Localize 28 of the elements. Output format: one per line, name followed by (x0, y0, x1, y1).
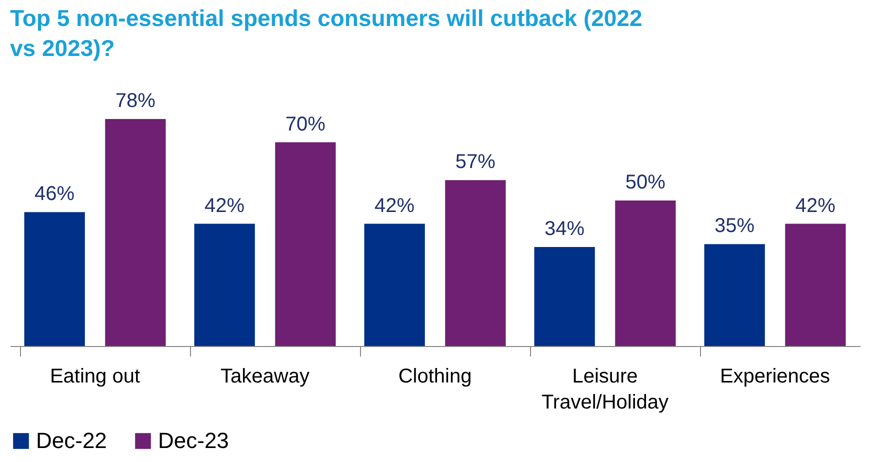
bar (704, 244, 765, 346)
x-tick-label: Eating out (50, 366, 140, 388)
legend-label: Dec-22 (36, 428, 107, 453)
x-tick-label: Experiences (720, 366, 830, 388)
data-label: 70% (285, 113, 326, 136)
bar (24, 212, 85, 346)
bar (785, 224, 846, 346)
data-label: 42% (795, 194, 836, 217)
x-tick-label: Leisure Travel/Holiday (541, 366, 669, 414)
bar (615, 200, 676, 346)
bar (275, 142, 336, 346)
data-label: 35% (714, 215, 755, 238)
data-label: 34% (544, 218, 585, 240)
chart-title: Top 5 non-essential spends consumers will cutback (2022 vs 2023)? (10, 5, 642, 61)
data-label: 78% (115, 90, 156, 112)
x-tick-label: Clothing (398, 366, 472, 388)
data-label: 42% (374, 194, 415, 217)
bar (105, 119, 166, 346)
data-label: 42% (204, 194, 245, 217)
x-tick-label: Takeaway (220, 366, 310, 388)
bar (534, 247, 595, 346)
data-label: 50% (625, 171, 666, 194)
data-label: 57% (455, 151, 496, 174)
bar (194, 224, 255, 346)
legend-label: Dec-23 (158, 428, 229, 453)
bar (364, 224, 425, 346)
data-label: 46% (34, 183, 75, 206)
bar (445, 180, 506, 346)
